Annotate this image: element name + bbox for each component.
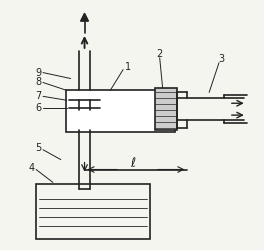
Bar	[36, 184, 150, 239]
Text: 7: 7	[35, 91, 41, 101]
Bar	[155, 88, 177, 130]
Text: 1: 1	[125, 62, 131, 72]
Bar	[66, 90, 175, 132]
Polygon shape	[81, 13, 88, 21]
Text: 2: 2	[157, 49, 163, 59]
Text: 3: 3	[218, 54, 224, 64]
Text: 5: 5	[35, 143, 41, 153]
Text: 4: 4	[28, 162, 34, 172]
Text: 9: 9	[35, 68, 41, 78]
Text: $\ell$: $\ell$	[130, 156, 136, 170]
Text: 6: 6	[35, 103, 41, 113]
Text: 8: 8	[35, 78, 41, 88]
